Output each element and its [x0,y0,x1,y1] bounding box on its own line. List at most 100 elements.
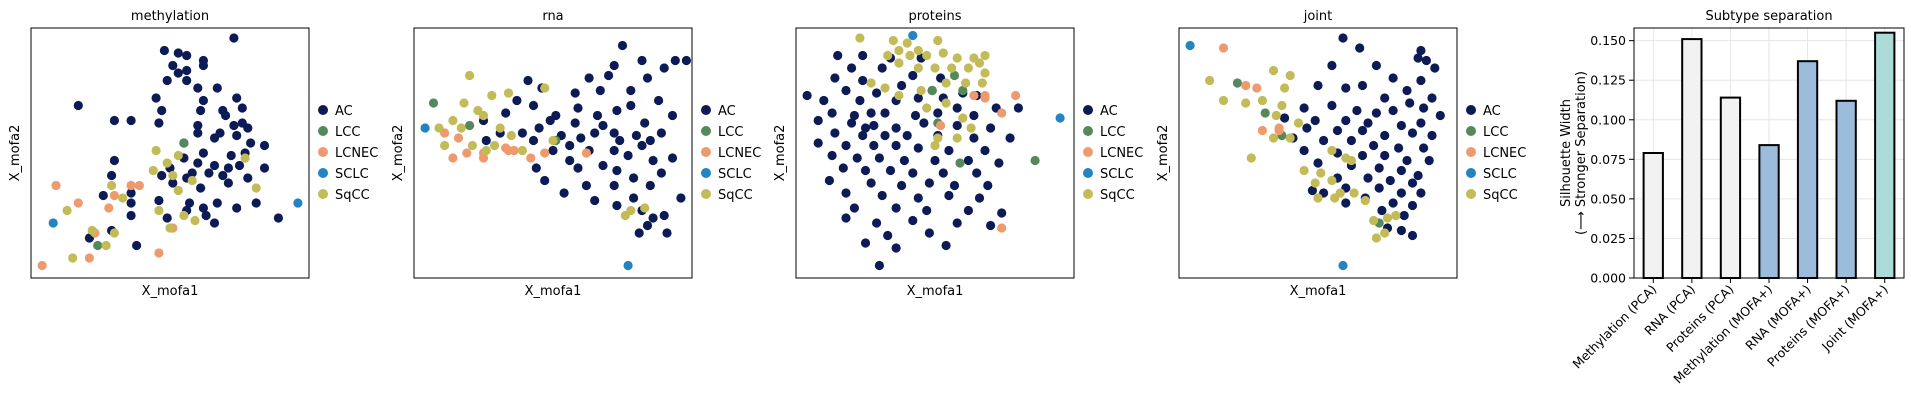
data-point-AC [548,145,558,156]
data-point-AC [182,75,192,86]
data-point-SqCC [465,70,475,81]
data-point-AC [229,33,239,43]
series-SqCC [1205,65,1401,243]
data-point-AC [1013,103,1024,113]
data-point-AC [667,153,678,163]
data-point-AC [913,93,923,103]
legend-marker-LCC [1083,126,1093,136]
data-point-AC [969,110,979,121]
data-point-SqCC [62,205,72,216]
data-point-AC [642,73,653,83]
data-point-AC [874,260,885,271]
legend-marker-SqCC [1466,189,1476,199]
legend-label-SqCC: SqCC [1483,188,1518,203]
data-point-LCNEC [462,148,472,158]
data-point-AC [902,130,912,141]
data-point-AC [595,85,605,96]
data-point-LCNEC [37,260,47,271]
data-point-LCNEC [1257,125,1267,136]
data-point-AC [617,40,628,51]
data-point-AC [648,155,658,166]
data-point-AC [877,190,887,201]
x-tick-label: Proteins (PCA) [1663,282,1736,355]
data-point-SqCC [913,63,923,73]
data-point-AC [501,108,511,118]
data-point-AC [681,55,692,66]
series-AC [802,50,1024,271]
data-point-LCNEC [73,198,83,208]
data-point-AC [126,115,136,126]
data-point-AC [609,128,619,138]
data-point-AC [623,150,633,161]
data-point-AC [1424,155,1434,166]
data-point-LCNEC [126,180,136,191]
data-point-LCNEC [503,145,514,156]
y-tick-label: 0.025 [1590,231,1626,246]
legend-marker-AC [1466,105,1476,115]
data-point-AC [1374,183,1384,193]
data-point-AC [1413,170,1423,181]
data-point-AC [132,240,142,251]
data-point-AC [872,88,882,98]
data-point-AC [899,155,910,166]
data-point-SqCC [1205,75,1215,86]
data-point-AC [223,178,233,188]
data-point-LCC [955,158,965,168]
data-point-SqCC [548,135,558,146]
data-point-SqCC [855,33,865,43]
data-point-AC [1313,80,1323,91]
data-point-AC [974,193,985,203]
data-point-AC [1307,185,1317,196]
data-point-AC [667,110,678,121]
data-point-AC [1313,158,1323,168]
data-point-SqCC [866,78,876,88]
legend-label-LCC: LCC [1483,125,1508,140]
data-point-AC [201,210,211,221]
data-point-AC [1280,113,1290,123]
data-point-SqCC [1327,145,1337,156]
data-point-AC [221,110,231,121]
data-point-SqCC [933,35,943,46]
y-tick-label: 0.100 [1590,112,1626,127]
data-point-AC [860,165,871,176]
data-point-AC [802,90,812,101]
data-point-AC [933,108,943,118]
data-point-AC [196,105,206,116]
data-point-SqCC [620,210,630,221]
data-point-AC [1302,123,1312,133]
data-point-AC [107,170,117,181]
data-point-AC [830,128,840,138]
data-point-AC [849,203,860,213]
data-point-AC [997,208,1007,218]
data-point-AC [1371,60,1381,71]
data-point-AC [1396,188,1406,198]
data-point-AC [908,70,918,81]
data-point-AC [598,120,608,131]
legend-label-SCLC: SCLC [718,167,752,182]
bar-panel-subtype-separation: 0.0000.0250.0500.0750.1000.1250.150Methy… [1559,9,1905,386]
data-point-AC [570,88,580,98]
data-point-AC [584,73,594,83]
data-point-SqCC [173,185,183,196]
data-point-AC [168,60,178,71]
y-axis-label: X_mofa2 [773,125,788,182]
data-point-AC [841,213,851,223]
x-axis-label: X_mofa1 [525,284,582,299]
data-point-SqCC [941,78,951,88]
data-point-AC [1352,105,1362,116]
data-point-SqCC [148,165,158,176]
series-SCLC [908,30,1065,123]
data-point-AC [193,128,203,138]
data-point-SqCC [162,158,172,168]
data-point-LCNEC [1241,80,1251,91]
data-point-AC [880,130,890,141]
data-point-AC [209,133,220,143]
data-point-AC [980,145,990,156]
data-point-AC [891,123,901,133]
data-point-AC [1405,98,1415,108]
data-point-AC [670,55,680,66]
data-point-LCNEC [1011,90,1021,101]
legend-marker-SqCC [701,189,711,199]
data-point-SqCC [495,123,505,133]
data-point-AC [952,218,962,228]
